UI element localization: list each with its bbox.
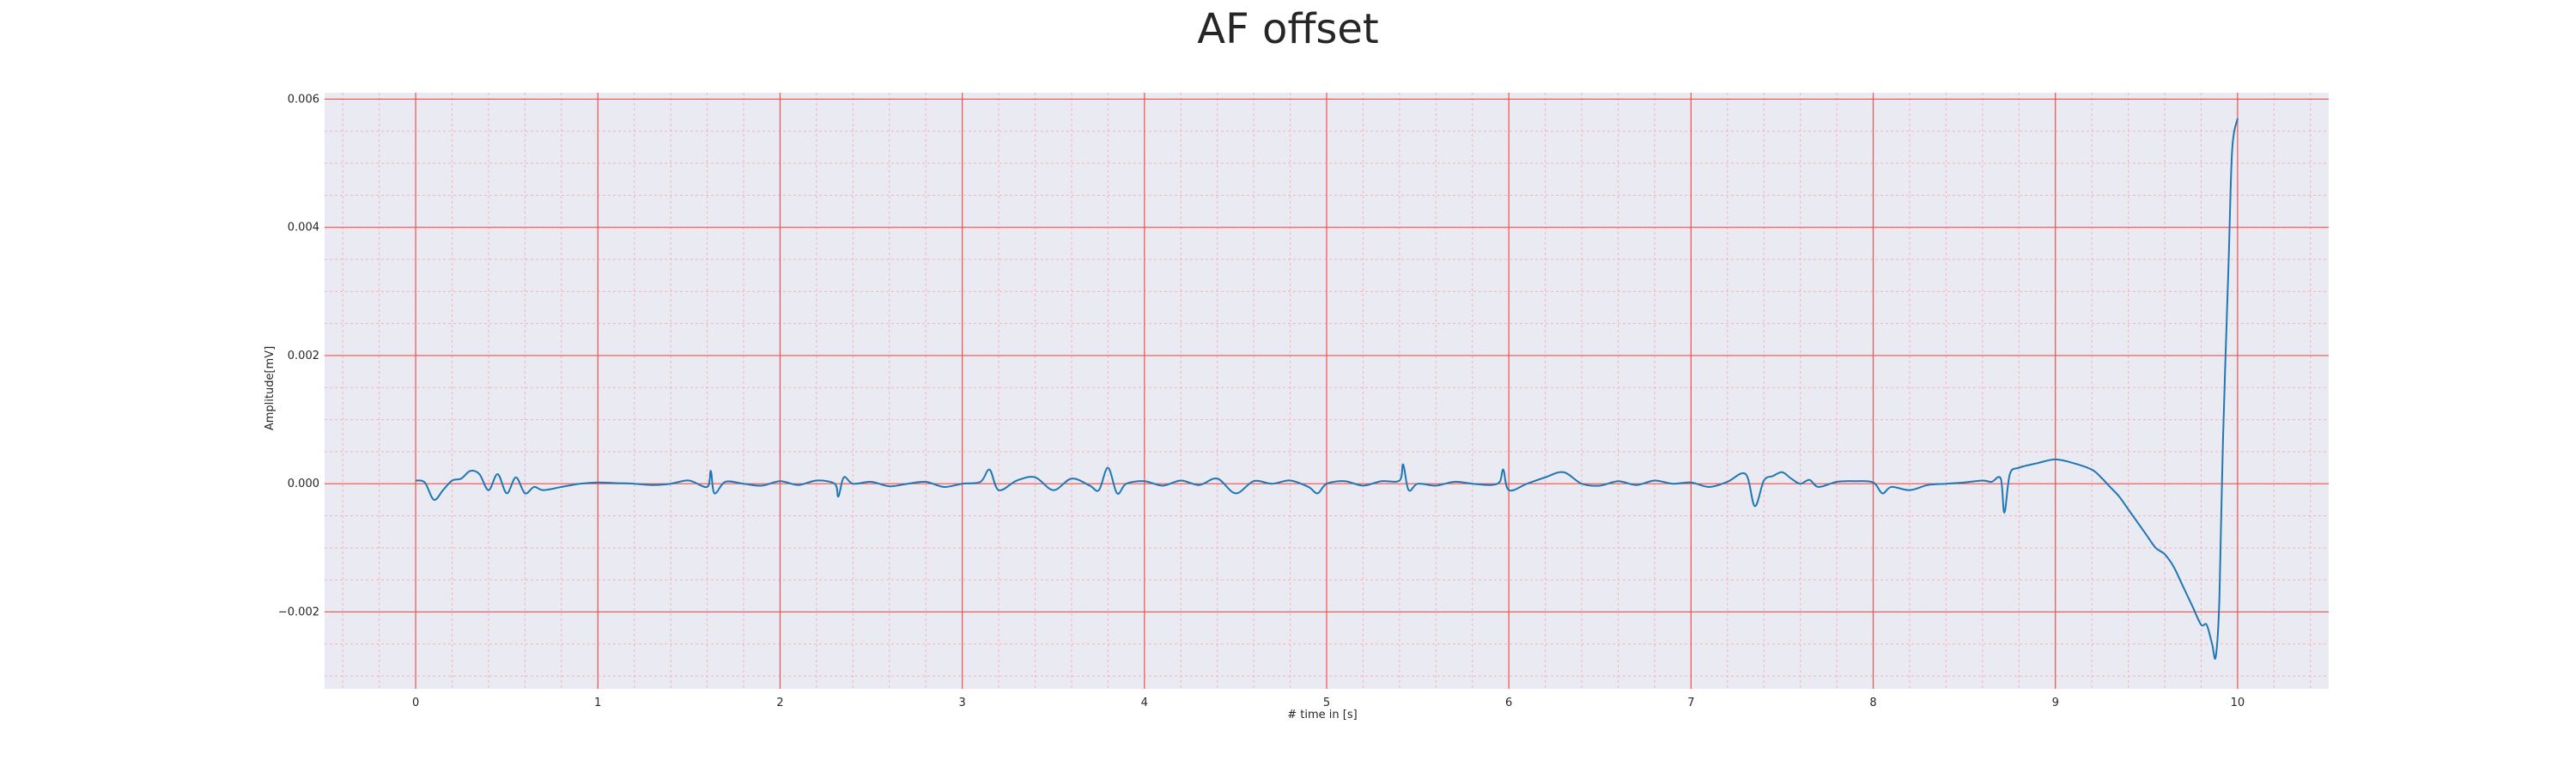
x-tick-label: 7 [1687, 697, 1694, 709]
x-tick-labels: 0 1 2 3 4 5 6 7 8 9 10 [412, 697, 2245, 709]
x-tick-label: 1 [594, 697, 601, 709]
x-tick-label: 3 [958, 697, 965, 709]
y-tick-label: 0.002 [288, 350, 319, 362]
series-layer [415, 118, 2239, 660]
y-tick-labels: −0.002 0.000 0.002 0.004 0.006 [278, 93, 319, 618]
y-tick-label: 0.006 [288, 93, 319, 106]
x-tick-label: 8 [1869, 697, 1876, 709]
x-tick-label: 4 [1141, 697, 1148, 709]
x-tick-label: 10 [2231, 697, 2245, 709]
y-tick-label: 0.004 [288, 222, 319, 234]
y-tick-label: −0.002 [278, 606, 319, 618]
x-tick-label: 6 [1505, 697, 1512, 709]
y-axis-label: Amplitude[mV] [264, 346, 276, 430]
x-tick-label: 5 [1323, 697, 1330, 709]
x-tick-label: 9 [2052, 697, 2059, 709]
x-tick-label: 0 [412, 697, 419, 709]
series-line [415, 118, 2239, 660]
chart-title: AF offset [1197, 5, 1379, 53]
x-axis-label: # time in [s] [1287, 709, 1357, 721]
y-tick-label: 0.000 [288, 478, 319, 490]
x-tick-label: 2 [776, 697, 783, 709]
